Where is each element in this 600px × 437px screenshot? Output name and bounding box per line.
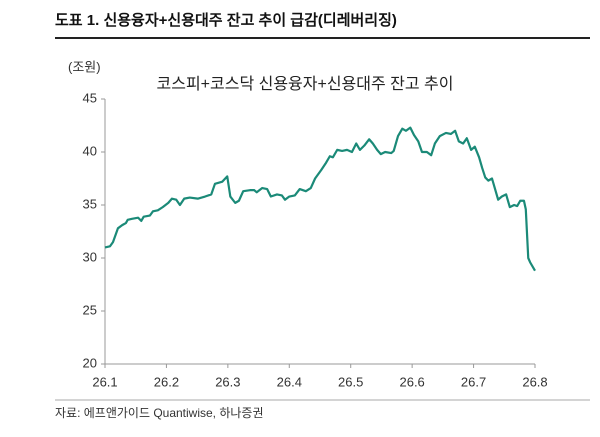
chart-title: 코스피+코스닥 신용융자+신용대주 잔고 추이: [157, 75, 454, 93]
source: 자료: 에프앤가이드 Quantiwise, 하나증권: [55, 406, 264, 420]
header-title: 도표 1. 신용융자+신용대주 잔고 추이 급감(디레버리징): [55, 11, 397, 29]
y-tick-label: 35: [83, 196, 97, 211]
x-tick-label: 26.5: [338, 374, 363, 389]
y-tick-label: 40: [83, 143, 97, 158]
data-line: [104, 126, 536, 272]
y-tick-label: 20: [83, 355, 97, 370]
y-tick-label: 25: [83, 302, 97, 317]
y-axis-label: (조원): [68, 59, 101, 74]
x-tick-label: 26.2: [154, 374, 179, 389]
x-tick-label: 26.8: [522, 374, 547, 389]
x-tick-label: 26.6: [399, 374, 424, 389]
y-tick-label: 45: [83, 90, 97, 105]
x-tick-label: 26.4: [277, 374, 302, 389]
x-tick-label: 26.3: [215, 374, 240, 389]
x-tick-label: 26.1: [92, 374, 117, 389]
x-tick-label: 26.7: [461, 374, 486, 389]
y-tick-label: 30: [83, 249, 97, 264]
